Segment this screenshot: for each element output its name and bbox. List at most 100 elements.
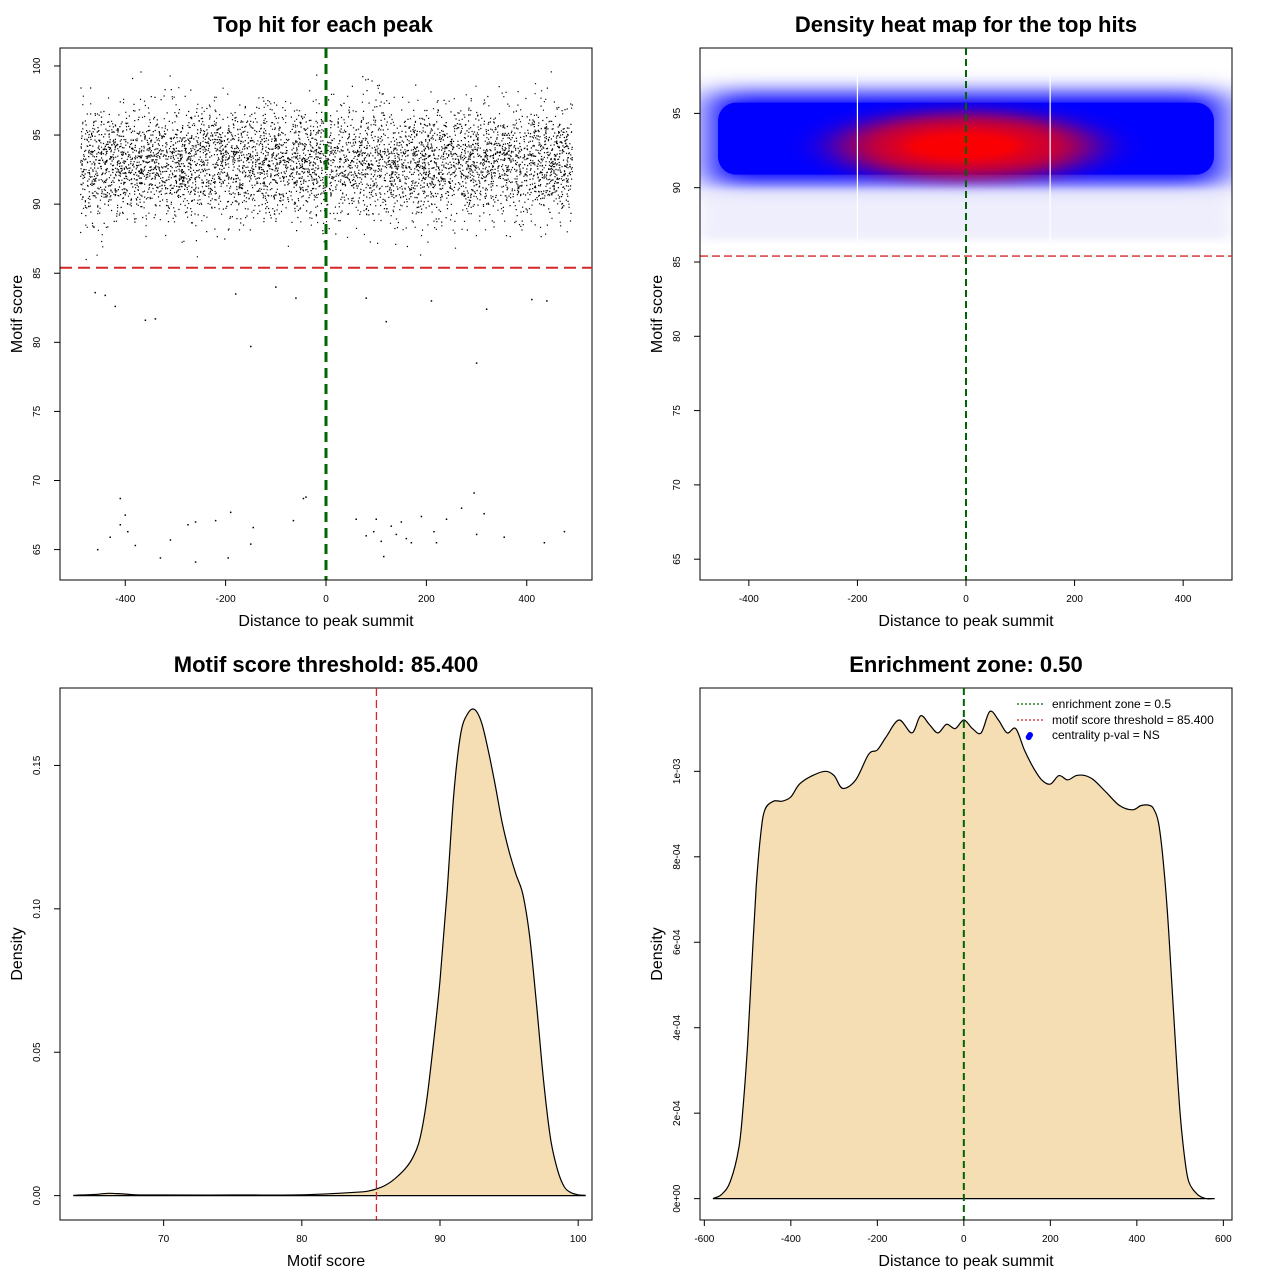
panel-heatmap: Density heat map for the top hits -400 -2…: [649, 12, 1233, 630]
y-tick-label: 1e-03: [672, 758, 683, 784]
y-tick-label: 95: [672, 107, 683, 119]
panel2-y-axis: 65 70 75 80 85 90 95: [672, 107, 701, 565]
panel3-density-area: [73, 708, 586, 1197]
panel3-y-axis: 0.00 0.05 0.10 0.15: [32, 755, 61, 1205]
x-tick-label: 400: [518, 594, 535, 605]
panel-distance-density: Enrichment zone: 0.50 enrichment zone = …: [649, 652, 1233, 1270]
scatter-point: [380, 540, 383, 543]
panel1-points: [80, 71, 573, 563]
panel2-x-label: Distance to peak summit: [878, 613, 1054, 630]
scatter-point: [410, 541, 413, 544]
y-tick-label: 80: [672, 330, 683, 342]
y-tick-label: 65: [672, 553, 683, 565]
scatter-point: [473, 492, 475, 494]
y-tick-label: 100: [32, 57, 43, 74]
scatter-point: [275, 286, 277, 288]
y-tick-label: 90: [32, 198, 43, 210]
panel2-x-axis: -400 -200 0 200 400: [739, 579, 1192, 605]
y-tick-label: 70: [672, 479, 683, 491]
panel3-title: Motif score threshold: 85.400: [174, 652, 478, 677]
scatter-point: [383, 555, 385, 558]
scatter-point: [127, 530, 129, 533]
y-tick-label: 2e-04: [672, 1100, 683, 1126]
x-tick-label: 400: [1175, 594, 1192, 605]
scatter-point: [252, 526, 255, 529]
y-tick-label: 8e-04: [672, 844, 683, 870]
scatter-point: [430, 300, 433, 302]
x-tick-label: 200: [1042, 1234, 1059, 1245]
scatter-point: [94, 291, 96, 294]
scatter-point: [435, 541, 438, 544]
scatter-point: [445, 518, 448, 520]
panel4-x-label: Distance to peak summit: [878, 1253, 1054, 1270]
x-tick-label: -400: [781, 1234, 801, 1245]
scatter-point: [543, 541, 546, 544]
scatter-point: [420, 515, 423, 518]
x-tick-label: 100: [570, 1234, 587, 1245]
scatter-point: [405, 537, 408, 540]
scatter-point: [119, 524, 122, 526]
x-tick-label: 0: [323, 594, 329, 605]
legend-enrichment-label: enrichment zone = 0.5: [1052, 697, 1171, 711]
panel3-x-label: Motif score: [287, 1253, 365, 1270]
scatter-point: [234, 293, 237, 295]
scatter-point: [365, 297, 367, 299]
scatter-point: [250, 345, 252, 348]
y-tick-label: 6e-04: [672, 929, 683, 955]
scatter-point: [503, 536, 505, 538]
scatter-point: [250, 543, 252, 545]
panel3-x-axis: 70 80 90 100: [158, 1219, 587, 1245]
panel1-title: Top hit for each peak: [213, 12, 433, 37]
scatter-point: [355, 518, 357, 520]
x-tick-label: 400: [1129, 1234, 1146, 1245]
heatmap-white-lines: [856, 48, 1051, 243]
scatter-point: [109, 536, 111, 538]
scatter-point: [375, 518, 377, 520]
panel-scatter: Top hit for each peak -400 -200 0 200 400 65…: [9, 12, 593, 630]
scatter-point: [295, 297, 297, 299]
y-tick-label: 4e-04: [672, 1014, 683, 1040]
scatter-point: [227, 557, 229, 559]
scatter-point: [114, 305, 117, 308]
y-tick-label: 0.00: [32, 1185, 43, 1205]
y-tick-label: 80: [32, 336, 43, 348]
scatter-point: [483, 512, 485, 515]
scatter-point: [144, 319, 147, 322]
y-tick-label: 65: [32, 544, 43, 556]
x-tick-label: -200: [216, 594, 236, 605]
y-tick-label: 0.05: [32, 1042, 43, 1062]
x-tick-label: 70: [158, 1234, 170, 1245]
y-tick-label: 70: [32, 475, 43, 487]
scatter-point: [187, 524, 189, 526]
x-tick-label: -400: [115, 594, 135, 605]
legend-centrality-point: [1027, 732, 1033, 738]
scatter-point: [365, 535, 367, 537]
legend-threshold-label: motif score threshold = 85.400: [1052, 713, 1214, 727]
panel4-y-axis: 0e+00 2e-04 4e-04 6e-04 8e-04 1e-03: [672, 758, 701, 1213]
panel1-x-axis: -400 -200 0 200 400: [115, 579, 536, 605]
scatter-point: [194, 561, 197, 563]
scatter-point: [229, 511, 232, 514]
scatter-point: [460, 507, 463, 509]
panel4-x-axis: -600 -400 -200 0 200 400 600: [694, 1219, 1232, 1245]
scatter-point: [395, 533, 398, 536]
x-tick-label: 90: [434, 1234, 446, 1245]
panel2-title: Density heat map for the top hits: [795, 12, 1137, 37]
panel-score-density: Motif score threshold: 85.400 70 80 90 100 …: [9, 652, 593, 1270]
dense-point-cloud: [80, 71, 573, 261]
x-tick-label: -600: [694, 1234, 714, 1245]
scatter-point: [194, 521, 197, 523]
x-tick-label: -200: [867, 1234, 887, 1245]
x-tick-label: 600: [1215, 1234, 1232, 1245]
scatter-point: [104, 294, 106, 297]
scatter-point: [475, 362, 478, 364]
scatter-point: [385, 320, 388, 323]
panel3-y-label: Density: [9, 927, 26, 980]
panel1-x-label: Distance to peak summit: [238, 613, 414, 630]
x-tick-label: -200: [847, 594, 867, 605]
scatter-point: [400, 521, 403, 523]
scatter-point: [159, 557, 162, 559]
scatter-point: [433, 530, 435, 533]
x-tick-label: 80: [296, 1234, 308, 1245]
